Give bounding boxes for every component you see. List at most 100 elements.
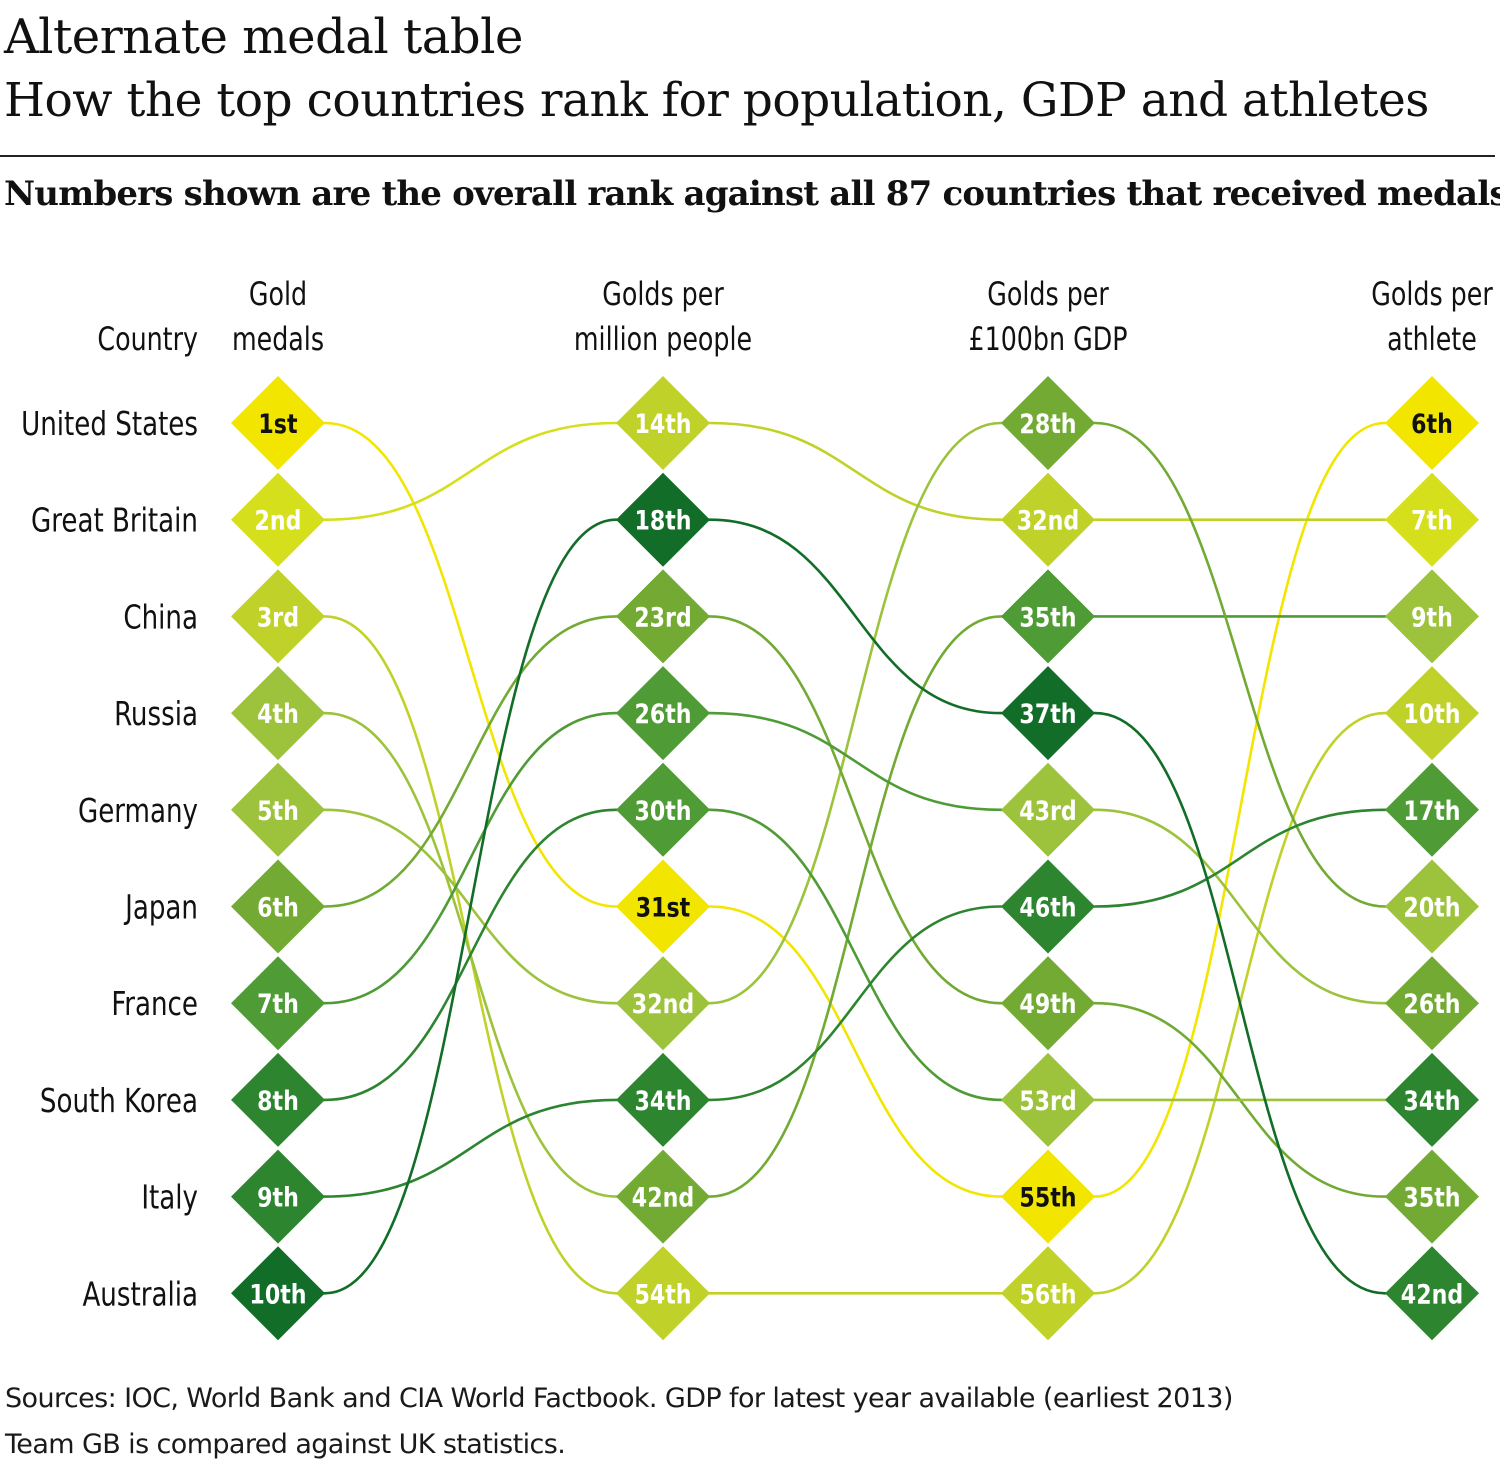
- diamond-shape: [231, 859, 325, 954]
- rank-diamond: 32nd: [1001, 472, 1095, 567]
- rank-diamond: 43rd: [1001, 762, 1095, 857]
- rank-diamond: 26th: [616, 666, 710, 761]
- rank-diamond: 10th: [1385, 666, 1479, 761]
- rank-diamond: 26th: [1385, 956, 1479, 1051]
- line-france-1: [663, 711, 1048, 812]
- country-label: United States: [21, 405, 198, 443]
- rank-label: 20th: [1403, 891, 1460, 923]
- diamond-shape: [231, 1246, 325, 1341]
- rank-label: 49th: [1019, 988, 1076, 1020]
- diamond-shape: [1385, 1052, 1479, 1147]
- rank-diamond: 42nd: [616, 1149, 710, 1244]
- header-country: Country: [97, 321, 198, 358]
- sources-note: Sources: IOC, World Bank and CIA World F…: [5, 1376, 1233, 1468]
- rank-label: 3rd: [257, 601, 299, 633]
- diamond-shape: [1385, 472, 1479, 567]
- rank-diamond: 5th: [231, 762, 325, 857]
- title-divider: [0, 155, 1495, 157]
- diamond-shape: [231, 762, 325, 857]
- rank-diamond: 8th: [231, 1052, 325, 1147]
- rank-label: 42nd: [1401, 1278, 1463, 1310]
- rank-diamond: 17th: [1385, 762, 1479, 857]
- diamond-shape: [1001, 1246, 1095, 1341]
- rank-label: 10th: [1403, 698, 1460, 730]
- rank-label: 2nd: [255, 505, 302, 537]
- country-labels: United States Great Britain China Russia Ger…: [21, 405, 198, 1314]
- country-label: Australia: [82, 1276, 198, 1314]
- diamond-shape: [1001, 472, 1095, 567]
- rank-diamond: 1st: [231, 376, 325, 470]
- rank-label: 30th: [634, 795, 691, 827]
- diamond-shape: [616, 569, 710, 664]
- rank-label: 53rd: [1019, 1085, 1077, 1117]
- line-united-states-0: [278, 421, 663, 908]
- diamond-shape: [231, 472, 325, 567]
- line-south-korea-0: [278, 808, 663, 1102]
- rank-diamond: 37th: [1001, 666, 1095, 761]
- rank-label: 42nd: [632, 1181, 694, 1213]
- line-france-2: [1048, 808, 1432, 1005]
- connector-lines: [278, 421, 1432, 1295]
- rank-label: 6th: [257, 891, 299, 923]
- diamond-shape: [616, 762, 710, 857]
- header-col-3-line-0: Golds per: [1371, 276, 1493, 313]
- header-col-1-line-0: Golds per: [602, 276, 724, 313]
- rank-diamond: 6th: [1385, 376, 1479, 470]
- line-germany-1: [663, 421, 1048, 1005]
- sources-line-2: Team GB is compared against UK statistic…: [5, 1429, 566, 1460]
- diamond-shape: [1001, 569, 1095, 664]
- diamond-shape: [231, 1149, 325, 1244]
- diamond-shape: [231, 569, 325, 664]
- rank-label: 32nd: [632, 988, 694, 1020]
- rank-diamond: 20th: [1385, 859, 1479, 954]
- rank-diamond: 2nd: [231, 472, 325, 567]
- header-col-2-line-1: £100bn GDP: [968, 321, 1127, 358]
- line-russia-1: [663, 615, 1048, 1198]
- rank-label: 7th: [1411, 505, 1453, 537]
- diamond-shape: [1001, 666, 1095, 761]
- rank-label: 6th: [1411, 408, 1453, 440]
- rank-diamond: 35th: [1001, 569, 1095, 664]
- line-france-0: [278, 711, 663, 1005]
- diamond-shape: [231, 1052, 325, 1147]
- rank-label: 28th: [1019, 408, 1076, 440]
- diamond-shape: [1385, 1149, 1479, 1244]
- header-col-2-line-0: Golds per: [987, 276, 1109, 313]
- rank-diamond: 9th: [231, 1149, 325, 1244]
- rank-label: 37th: [1019, 698, 1076, 730]
- line-italy-0: [278, 1098, 663, 1198]
- rank-diamond: 14th: [616, 376, 710, 470]
- chart-subtitle: How the top countries rank for populatio…: [4, 73, 1429, 128]
- rank-label: 31st: [636, 891, 691, 923]
- header-col-0-line-0: Gold: [249, 276, 307, 313]
- country-label: South Korea: [40, 1082, 198, 1120]
- line-australia-1: [663, 518, 1048, 715]
- rank-label: 4th: [257, 698, 299, 730]
- rank-diamond: 35th: [1385, 1149, 1479, 1244]
- country-label: Great Britain: [31, 502, 198, 540]
- rank-diamond: 30th: [616, 762, 710, 857]
- line-italy-1: [663, 905, 1048, 1102]
- rank-diamonds: 1st 31st 55th 6th 2nd 14th 32nd 7th 3rd 54th 56th 1…: [231, 376, 1479, 1341]
- rank-diamond: 10th: [231, 1246, 325, 1341]
- rank-label: 35th: [1403, 1181, 1460, 1213]
- rank-label: 23rd: [634, 601, 692, 633]
- rank-label: 5th: [257, 795, 299, 827]
- line-italy-2: [1048, 808, 1432, 908]
- rank-diamond: 18th: [616, 472, 710, 567]
- diamond-shape: [1001, 956, 1095, 1051]
- rank-diamond: 42nd: [1385, 1246, 1479, 1341]
- country-label: France: [111, 985, 198, 1023]
- rank-diamond: 4th: [231, 666, 325, 761]
- diamond-shape: [1385, 1246, 1479, 1341]
- rank-diamond: 34th: [1385, 1052, 1479, 1147]
- diamond-shape: [616, 472, 710, 567]
- diamond-shape: [231, 956, 325, 1051]
- rank-label: 54th: [634, 1278, 691, 1310]
- line-germany-2: [1048, 421, 1432, 908]
- column-headers: Country Gold medals Golds per million people…: [97, 276, 1493, 358]
- country-label: Germany: [78, 792, 198, 830]
- line-united-states-1: [663, 905, 1048, 1198]
- line-united-states-2: [1048, 421, 1432, 1198]
- diamond-shape: [1385, 569, 1479, 664]
